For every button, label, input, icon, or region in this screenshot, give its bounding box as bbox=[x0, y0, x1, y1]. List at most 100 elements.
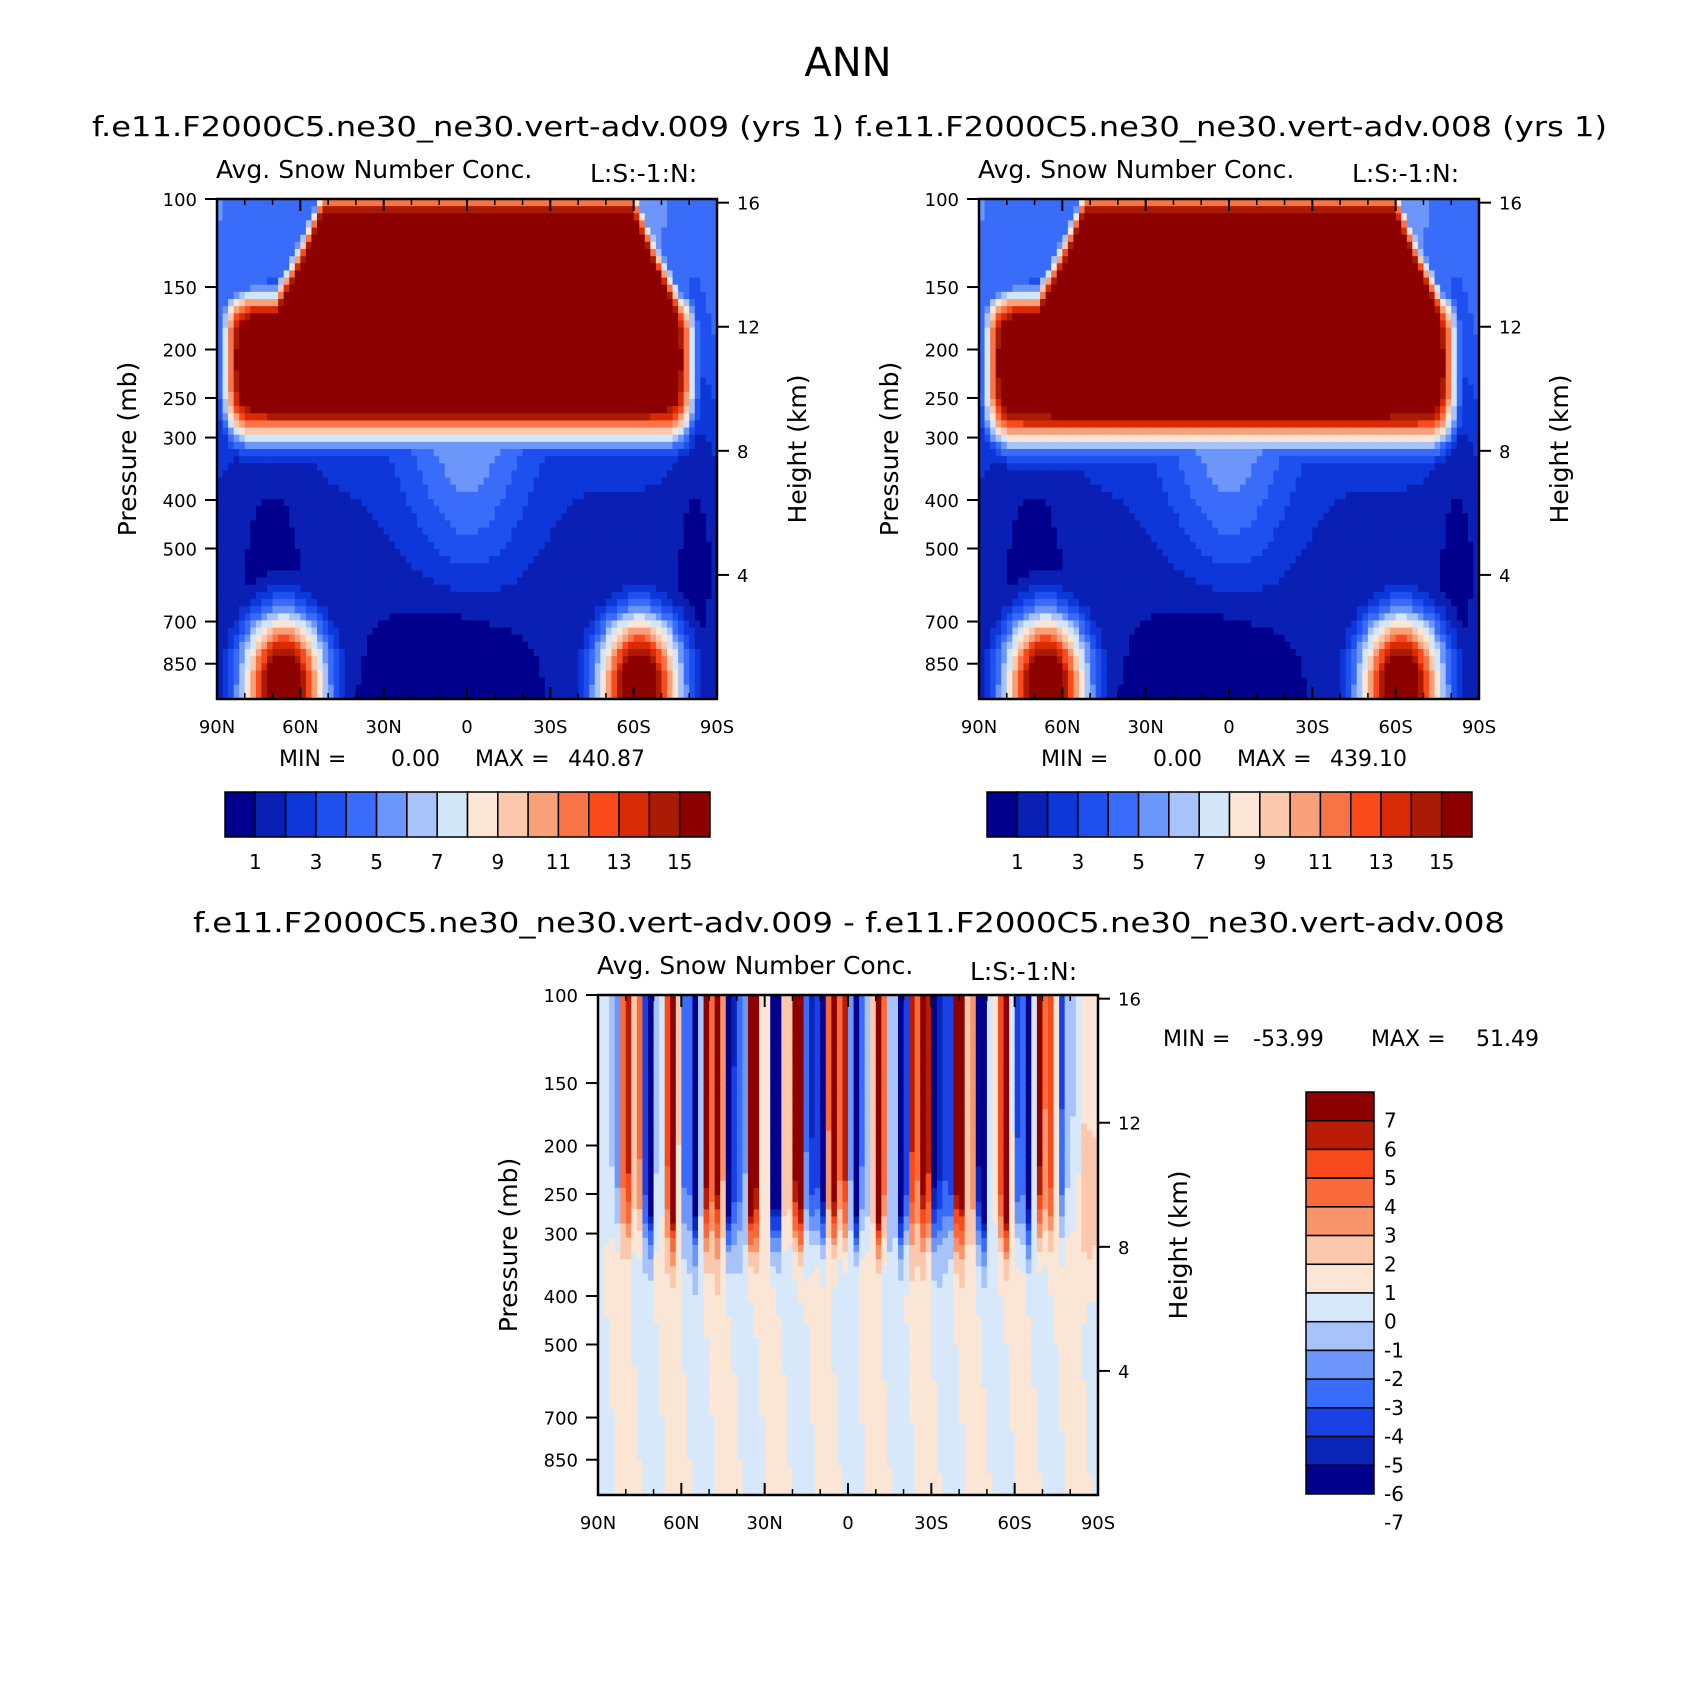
contour-cell bbox=[339, 456, 346, 464]
contour-cell bbox=[305, 277, 313, 286]
contour-cell bbox=[233, 256, 240, 264]
contour-cell bbox=[217, 434, 224, 443]
contour-cell bbox=[461, 413, 468, 422]
contour-cell bbox=[417, 399, 424, 407]
contour-cell bbox=[555, 370, 563, 379]
contour-cell bbox=[678, 206, 685, 214]
contour-cell bbox=[383, 406, 390, 414]
contour-cell bbox=[689, 284, 696, 293]
contour-cell bbox=[689, 434, 696, 443]
contour-cell bbox=[711, 249, 718, 257]
contour-cell bbox=[339, 470, 346, 479]
contour-cell bbox=[383, 427, 390, 436]
contour-cell bbox=[555, 577, 563, 586]
contour-cell bbox=[550, 334, 557, 343]
contour-cell bbox=[311, 577, 318, 586]
contour-cell bbox=[361, 420, 368, 429]
contour-cell bbox=[517, 199, 524, 207]
contour-cell bbox=[444, 341, 451, 350]
contour-cell bbox=[333, 427, 340, 436]
contour-cell bbox=[250, 491, 257, 500]
contour-cell bbox=[378, 549, 385, 557]
contour-cell bbox=[411, 513, 418, 522]
contour-cell bbox=[350, 341, 357, 350]
contour-cell bbox=[472, 391, 479, 400]
contour-cell bbox=[255, 406, 263, 414]
contour-cell bbox=[678, 441, 685, 450]
contour-cell bbox=[450, 363, 457, 372]
contour-cell bbox=[689, 513, 696, 522]
contour-cell bbox=[533, 291, 540, 300]
contour-cell bbox=[244, 491, 251, 500]
contour-cell bbox=[522, 327, 529, 336]
contour-cell bbox=[405, 363, 413, 372]
contour-cell bbox=[283, 349, 290, 357]
contour-cell bbox=[533, 463, 540, 472]
contour-cell bbox=[433, 499, 440, 507]
contour-cell bbox=[533, 477, 540, 486]
contour-cell bbox=[589, 277, 596, 286]
contour-cell bbox=[389, 256, 396, 264]
contour-cell bbox=[372, 356, 379, 364]
contour-cell bbox=[705, 213, 713, 222]
contour-cell bbox=[255, 263, 263, 272]
contour-cell bbox=[628, 441, 635, 450]
contour-cell bbox=[428, 349, 435, 357]
contour-cell bbox=[222, 470, 229, 479]
contour-cell bbox=[383, 456, 390, 464]
contour-cell bbox=[600, 356, 607, 364]
contour-cell bbox=[344, 334, 351, 343]
contour-cell bbox=[267, 284, 274, 293]
contour-cell bbox=[539, 399, 546, 407]
contour-cell bbox=[467, 506, 474, 514]
contour-cell bbox=[383, 391, 390, 400]
contour-cell bbox=[661, 220, 668, 229]
contour-cell bbox=[289, 556, 296, 564]
contour-cell bbox=[511, 277, 518, 286]
contour-cell bbox=[250, 277, 257, 286]
contour-cell bbox=[650, 220, 657, 229]
contour-cell bbox=[372, 213, 379, 222]
contour-cell bbox=[322, 291, 329, 300]
contour-cell bbox=[700, 441, 707, 450]
contour-cell bbox=[700, 334, 707, 343]
contour-cell bbox=[267, 327, 274, 336]
contour-cell bbox=[611, 484, 618, 493]
contour-cell bbox=[655, 356, 663, 364]
contour-cell bbox=[505, 313, 513, 322]
contour-cell bbox=[655, 484, 663, 493]
contour-cell bbox=[678, 370, 685, 379]
contour-cell bbox=[589, 349, 596, 357]
contour-cell bbox=[644, 449, 651, 457]
contour-cell bbox=[617, 213, 624, 222]
contour-cell bbox=[505, 463, 513, 472]
contour-cell bbox=[444, 527, 451, 536]
contour-cell bbox=[528, 520, 535, 529]
contour-cell bbox=[400, 499, 407, 507]
contour-cell bbox=[683, 327, 690, 336]
contour-cell bbox=[667, 334, 674, 343]
contour-cell bbox=[339, 234, 346, 243]
contour-cell bbox=[672, 391, 679, 400]
contour-cell bbox=[433, 527, 440, 536]
contour-cell bbox=[300, 406, 307, 414]
contour-cell bbox=[544, 399, 551, 407]
contour-cell bbox=[444, 491, 451, 500]
contour-cell bbox=[694, 570, 701, 579]
contour-cell bbox=[611, 477, 618, 486]
contour-cell bbox=[233, 320, 240, 329]
contour-cell bbox=[333, 377, 340, 386]
contour-cell bbox=[678, 299, 685, 307]
contour-cell bbox=[450, 370, 457, 379]
contour-cell bbox=[411, 241, 418, 250]
contour-cell bbox=[572, 327, 579, 336]
contour-cell bbox=[289, 234, 296, 243]
contour-cell bbox=[561, 277, 568, 286]
contour-cell bbox=[222, 556, 229, 564]
contour-cell bbox=[383, 591, 390, 600]
contour-cell bbox=[572, 213, 579, 222]
contour-cell bbox=[255, 384, 263, 393]
contour-cell bbox=[539, 249, 546, 257]
contour-cell bbox=[528, 306, 535, 314]
contour-cell bbox=[483, 363, 490, 372]
